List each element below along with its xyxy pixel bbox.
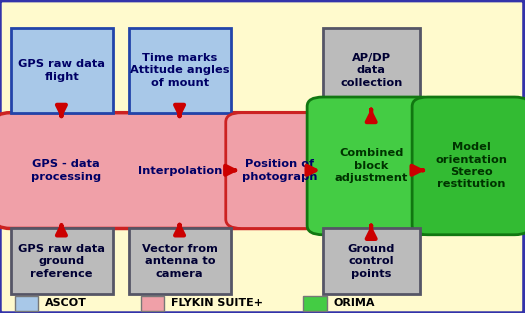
Text: Interpolation: Interpolation — [138, 166, 222, 176]
FancyBboxPatch shape — [10, 228, 113, 294]
FancyBboxPatch shape — [307, 97, 436, 235]
Text: GPS raw data
flight: GPS raw data flight — [18, 59, 105, 82]
FancyBboxPatch shape — [15, 296, 38, 311]
Text: Vector from
antenna to
camera: Vector from antenna to camera — [142, 244, 218, 279]
Text: Ground
control
points: Ground control points — [348, 244, 395, 279]
Text: FLYKIN SUITE+: FLYKIN SUITE+ — [171, 299, 262, 308]
Text: Position of
photograph: Position of photograph — [242, 159, 317, 182]
Text: ORIMA: ORIMA — [333, 299, 375, 308]
Text: GPS - data
processing: GPS - data processing — [30, 159, 101, 182]
FancyBboxPatch shape — [323, 228, 420, 294]
FancyBboxPatch shape — [226, 113, 333, 228]
Text: Combined
block
adjustment: Combined block adjustment — [335, 148, 408, 183]
Text: GPS raw data
ground
reference: GPS raw data ground reference — [18, 244, 105, 279]
FancyBboxPatch shape — [129, 228, 231, 294]
FancyBboxPatch shape — [13, 124, 118, 218]
FancyBboxPatch shape — [129, 28, 231, 113]
Text: Time marks
Attitude angles
of mount: Time marks Attitude angles of mount — [130, 53, 229, 88]
FancyBboxPatch shape — [412, 97, 525, 235]
FancyBboxPatch shape — [303, 296, 327, 311]
Text: ASCOT: ASCOT — [45, 299, 87, 308]
FancyBboxPatch shape — [129, 124, 231, 218]
FancyBboxPatch shape — [10, 28, 113, 113]
FancyBboxPatch shape — [323, 28, 420, 113]
FancyBboxPatch shape — [0, 113, 323, 228]
FancyBboxPatch shape — [141, 296, 164, 311]
Text: Model
orientation
Stereo
restitution: Model orientation Stereo restitution — [435, 142, 507, 189]
Text: AP/DP
data
collection: AP/DP data collection — [340, 53, 403, 88]
